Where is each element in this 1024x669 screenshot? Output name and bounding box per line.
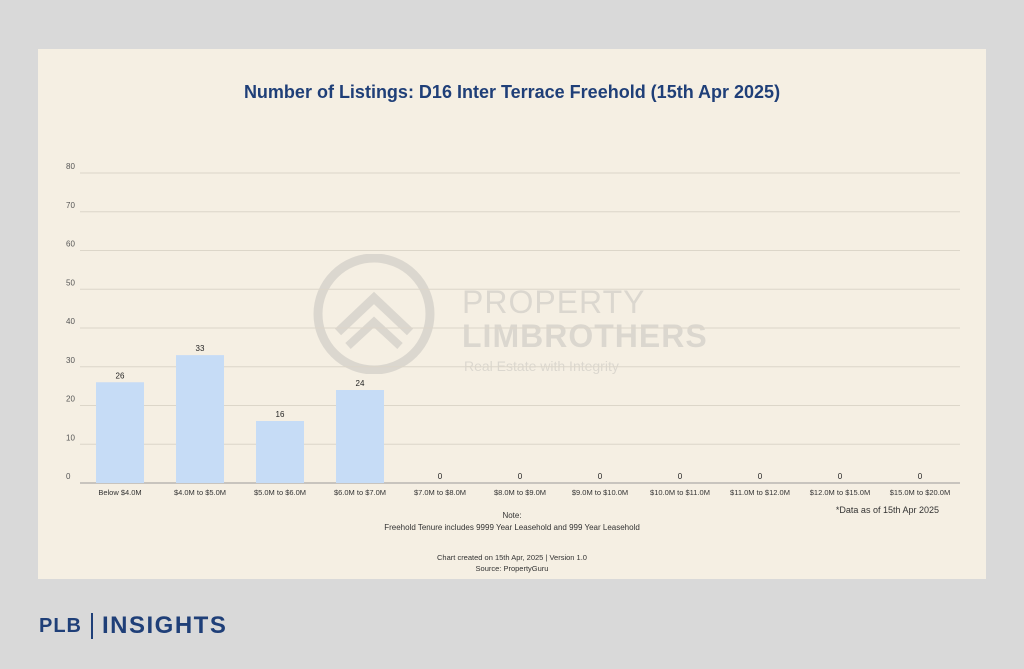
x-tick-label: $15.0M to $20.0M xyxy=(890,488,950,497)
x-tick-label: Below $4.0M xyxy=(98,488,141,497)
data-label: 24 xyxy=(356,379,365,388)
y-tick-label: 0 xyxy=(66,472,71,481)
x-tick-label: $11.0M to $12.0M xyxy=(730,488,790,497)
watermark: PROPERTY LIMBROTHERS Real Estate with In… xyxy=(312,253,752,375)
brand-divider xyxy=(91,613,93,639)
x-tick-label: $9.0M to $10.0M xyxy=(572,488,628,497)
chart-card: Number of Listings: D16 Inter Terrace Fr… xyxy=(38,49,986,579)
bar xyxy=(256,421,304,483)
data-label: 0 xyxy=(678,472,683,481)
data-label: 0 xyxy=(758,472,763,481)
x-tick-label: $4.0M to $5.0M xyxy=(174,488,226,497)
y-tick-label: 30 xyxy=(66,356,75,365)
chart-title: Number of Listings: D16 Inter Terrace Fr… xyxy=(243,82,781,102)
brand-logo: PLB INSIGHTS xyxy=(39,611,227,641)
y-tick-label: 50 xyxy=(66,278,75,287)
data-label: 0 xyxy=(438,472,443,481)
data-as-of-note: *Data as of 15th Apr 2025 xyxy=(835,505,939,515)
watermark-tagline: Real Estate with Integrity xyxy=(464,358,619,374)
data-label: 26 xyxy=(116,371,125,380)
x-tick-label: $8.0M to $9.0M xyxy=(494,488,546,497)
watermark-line2: LIMBROTHERS xyxy=(462,318,708,354)
x-tick-label: $6.0M to $7.0M xyxy=(334,488,386,497)
brand-insights: INSIGHTS xyxy=(102,612,228,639)
y-tick-label: 20 xyxy=(66,395,75,404)
x-tick-label: $5.0M to $6.0M xyxy=(254,488,306,497)
brand-plb: PLB xyxy=(39,614,82,637)
note-title: Note: xyxy=(502,511,522,520)
y-tick-label: 70 xyxy=(66,201,75,210)
bar xyxy=(96,382,144,483)
created-note: Chart created on 15th Apr, 2025 | Versio… xyxy=(437,553,587,562)
bar-chart: 0 10 20 30 40 50 60 70 80 26 Below $4.0M 33 $4.0M to… xyxy=(66,162,960,497)
data-label: 16 xyxy=(276,410,285,419)
watermark-line1: PROPERTY xyxy=(462,284,646,320)
y-tick-label: 60 xyxy=(66,240,75,249)
y-tick-label: 10 xyxy=(66,433,75,442)
bar xyxy=(176,355,224,483)
x-tick-label: $7.0M to $8.0M xyxy=(414,488,466,497)
x-tick-label: $10.0M to $11.0M xyxy=(650,488,710,497)
x-tick-label: $12.0M to $15.0M xyxy=(810,488,870,497)
note-body: Freehold Tenure includes 9999 Year Lease… xyxy=(384,523,640,532)
y-tick-label: 40 xyxy=(66,317,75,326)
data-label: 0 xyxy=(838,472,843,481)
data-label: 33 xyxy=(196,344,205,353)
data-label: 0 xyxy=(918,472,923,481)
data-label: 0 xyxy=(598,472,603,481)
y-tick-label: 80 xyxy=(66,162,75,171)
bar xyxy=(336,390,384,483)
source-note: Source: PropertyGuru xyxy=(475,564,549,573)
data-label: 0 xyxy=(518,472,523,481)
watermark-logo-icon xyxy=(313,253,435,375)
